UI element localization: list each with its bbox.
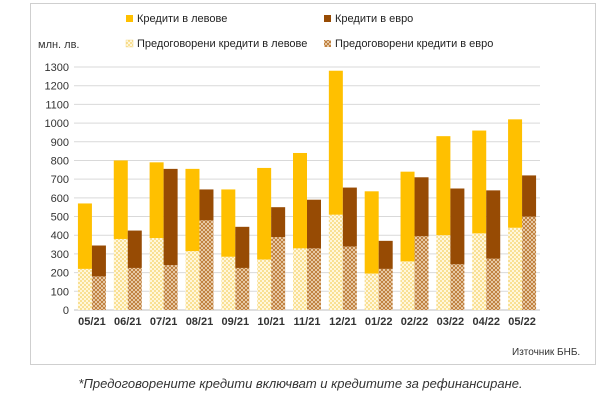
bar-eur-renegotiated-11-21	[307, 248, 321, 310]
y-tick-label: 100	[51, 286, 69, 298]
x-tick-label: 02/22	[401, 316, 429, 328]
bar-eur-loans-05-22	[522, 175, 537, 217]
y-tick-label: 1100	[45, 99, 69, 111]
bar-eur-loans-07-21	[163, 168, 178, 266]
x-tick-label: 06/21	[114, 316, 142, 328]
bar-eur-renegotiated-05-22	[522, 216, 537, 310]
bar-bgn-loans-03-22	[436, 136, 451, 236]
bar-eur-loans-08-21	[199, 189, 214, 221]
bar-bgn-renegotiated-08-21	[185, 251, 200, 310]
y-tick-label: 800	[51, 155, 69, 167]
bar-eur-loans-01-22	[378, 240, 393, 269]
bar-bgn-renegotiated-05-21	[77, 268, 92, 310]
bar-bgn-loans-06-21	[113, 160, 128, 239]
bar-bgn-loans-10-21	[257, 167, 272, 260]
x-tick-label: 01/22	[365, 316, 393, 328]
bar-eur-renegotiated-12-21	[342, 246, 357, 310]
bar-eur-loans-03-22	[450, 188, 465, 265]
y-tick-label: 1200	[45, 81, 69, 93]
bar-bgn-loans-11-21	[293, 152, 307, 249]
x-axis-ticks: 05/21 06/21 07/21 08/21 09/21 10/21 11/21 12/21…	[78, 316, 536, 328]
bar-eur-renegotiated-05-21	[91, 276, 106, 310]
bar-eur-renegotiated-02-22	[414, 236, 429, 310]
y-tick-label: 0	[63, 305, 69, 317]
bar-eur-renegotiated-08-21	[199, 220, 214, 310]
bar-eur-renegotiated-06-21	[127, 267, 142, 310]
legend-swatch-bgn	[126, 15, 133, 22]
legend: Кредити в левове Кредити в евро Предогов…	[125, 13, 493, 50]
x-tick-label: 12/21	[329, 316, 357, 328]
x-tick-label: 08/21	[186, 316, 214, 328]
bar-eur-loans-11-21	[307, 199, 321, 249]
legend-label-bgn: Кредити в левове	[137, 13, 227, 25]
bar-bgn-renegotiated-01-22	[364, 273, 379, 310]
bar-bgn-renegotiated-06-21	[113, 238, 128, 310]
bar-eur-renegotiated-10-21	[271, 237, 286, 310]
legend-label-eur-renegotiated: Предоговорени кредити в евро	[335, 38, 493, 50]
footnote: *Предоговорените кредити включват и кред…	[78, 376, 523, 391]
y-tick-label: 400	[51, 230, 69, 242]
bar-bgn-renegotiated-04-22	[472, 233, 487, 310]
x-tick-label: 09/21	[222, 316, 250, 328]
bar-eur-renegotiated-09-21	[235, 267, 250, 310]
bar-eur-loans-04-22	[486, 190, 501, 259]
legend-label-eur: Кредити в евро	[335, 13, 413, 25]
y-tick-label: 500	[51, 212, 69, 224]
bar-eur-loans-02-22	[414, 177, 429, 237]
x-tick-label: 05/21	[78, 316, 106, 328]
bar-bgn-renegotiated-05-22	[508, 227, 523, 310]
y-axis-label: млн. лв.	[38, 39, 80, 51]
bar-bgn-loans-07-21	[149, 162, 164, 239]
bar-bgn-loans-04-22	[472, 130, 487, 234]
bars	[77, 70, 537, 310]
bar-eur-renegotiated-03-22	[450, 264, 465, 310]
bar-bgn-renegotiated-07-21	[149, 238, 164, 310]
bar-bgn-renegotiated-03-22	[436, 235, 451, 310]
bar-bgn-loans-02-22	[400, 171, 415, 262]
bar-bgn-loans-12-21	[328, 70, 343, 215]
legend-swatch-bgn-renegotiated	[125, 39, 134, 48]
legend-label-bgn-renegotiated: Предоговорени кредити в левове	[137, 38, 307, 50]
legend-swatch-eur-renegotiated	[324, 40, 331, 47]
bar-eur-loans-10-21	[271, 207, 286, 238]
bar-eur-loans-12-21	[342, 187, 357, 247]
bar-bgn-loans-01-22	[364, 191, 379, 274]
y-tick-label: 1300	[45, 62, 69, 74]
source-note: Източник БНБ.	[512, 347, 580, 358]
x-tick-label: 07/21	[150, 316, 178, 328]
x-tick-label: 11/21	[294, 316, 321, 328]
legend-swatch-eur	[324, 15, 331, 22]
bar-eur-loans-09-21	[235, 226, 250, 268]
bar-bgn-renegotiated-12-21	[328, 214, 343, 310]
bar-bgn-renegotiated-10-21	[257, 259, 272, 310]
y-tick-label: 200	[51, 268, 69, 280]
y-axis-ticks: 0 100 200 300 400 500 600 700 800 900 1000 1100 1200…	[45, 62, 69, 317]
y-tick-label: 700	[51, 174, 69, 186]
bar-bgn-renegotiated-09-21	[221, 256, 236, 310]
bar-bgn-renegotiated-02-22	[400, 261, 415, 310]
bar-eur-loans-05-21	[91, 245, 106, 277]
x-tick-label: 10/21	[257, 316, 285, 328]
bar-eur-loans-06-21	[127, 230, 142, 268]
y-tick-label: 600	[51, 193, 69, 205]
bar-eur-renegotiated-04-22	[486, 258, 501, 310]
y-tick-label: 300	[51, 249, 69, 261]
y-tick-label: 900	[51, 137, 69, 149]
x-tick-label: 04/22	[472, 316, 500, 328]
bar-bgn-loans-08-21	[185, 168, 200, 252]
bar-eur-renegotiated-01-22	[378, 268, 393, 310]
bar-bgn-loans-09-21	[221, 189, 236, 257]
bar-bgn-loans-05-22	[508, 119, 523, 228]
bar-eur-renegotiated-07-21	[163, 265, 178, 310]
bar-bgn-renegotiated-11-21	[293, 248, 307, 310]
x-tick-label: 05/22	[508, 316, 536, 328]
bar-bgn-loans-05-21	[77, 203, 92, 269]
x-tick-label: 03/22	[437, 316, 465, 328]
y-tick-label: 1000	[45, 118, 69, 130]
